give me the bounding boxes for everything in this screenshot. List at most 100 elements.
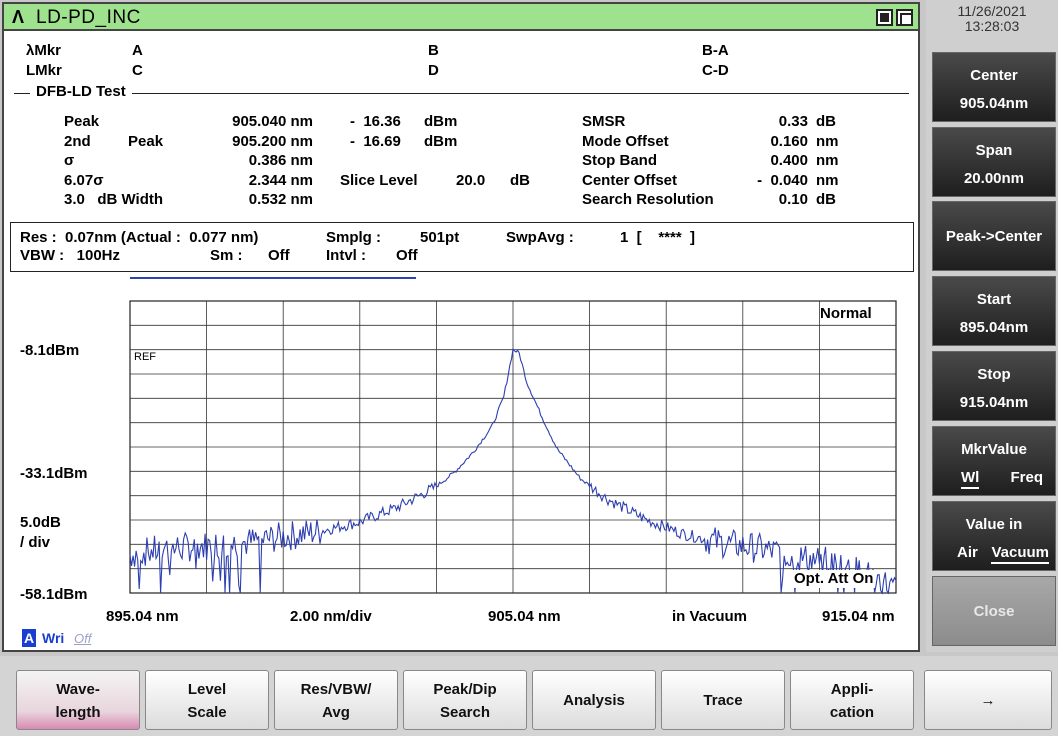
value-in-softkey[interactable]: Value in Air Vacuum — [932, 501, 1056, 571]
main-window: Λ LD-PD_INC λMkr LMkr A C B D B-A C-D DF… — [2, 2, 920, 652]
center-offset-label: Center Offset — [582, 172, 678, 189]
y-axis-bottom-label: -58.1dBm — [20, 586, 88, 603]
marker-wl-option[interactable]: Wl — [961, 469, 980, 489]
sampling-value: 501pt — [420, 229, 460, 246]
trace-label: Trace — [703, 692, 743, 709]
marker-b: B — [428, 42, 439, 59]
anritsu-logo: Λ — [12, 7, 25, 27]
peak-dip-search-key[interactable]: Peak/Dip Search — [403, 670, 527, 730]
y-scale-label: 5.0dB — [20, 514, 61, 531]
search-resolution-value: 0.10 — [778, 191, 808, 208]
center-softkey[interactable]: Center 905.04nm — [932, 52, 1056, 122]
second-peak-level-unit: dBm — [424, 133, 458, 150]
mode-offset-value: 0.160 — [770, 133, 808, 150]
peak-to-center-softkey[interactable]: Peak->Center — [932, 201, 1056, 271]
start-label: Start — [976, 291, 1012, 308]
res-vbw-avg-key[interactable]: Res/VBW/ Avg — [274, 670, 398, 730]
stop-value: 915.04nm — [959, 394, 1029, 411]
application-key[interactable]: Appli- cation — [790, 670, 914, 730]
y-axis-top-label: -8.1dBm — [20, 342, 80, 359]
value-in-label: Value in — [965, 516, 1023, 533]
trace-write-label: Wri — [42, 630, 65, 646]
res-vbw-line1: Res/VBW/ — [300, 681, 372, 698]
smoothing-value: Off — [268, 247, 290, 264]
second-peak-wavelength: 905.200 nm — [232, 133, 313, 150]
search-resolution-unit: dB — [816, 191, 836, 208]
close-softkey[interactable]: Close — [932, 576, 1056, 646]
dfb-row-sublabel: Peak — [128, 133, 164, 150]
medium-label: in Vacuum — [672, 608, 748, 625]
resolution-setting: Res : 0.07nm (Actual : 0.077 nm) — [20, 229, 259, 246]
trace-off-label: Off — [74, 631, 92, 646]
span-label: Span — [975, 142, 1013, 159]
trace-key[interactable]: Trace — [661, 670, 785, 730]
smsr-label: SMSR — [582, 113, 626, 130]
sigma-value: 0.386 nm — [248, 152, 313, 169]
wavelength-key[interactable]: Wave- length — [16, 670, 140, 730]
stop-band-value: 0.400 — [770, 152, 808, 169]
minimize-button[interactable] — [876, 9, 893, 26]
span-softkey[interactable]: Span 20.00nm — [932, 127, 1056, 197]
display-mode-label: Normal — [820, 305, 872, 322]
level-scale-key[interactable]: Level Scale — [145, 670, 269, 730]
mode-offset-unit: nm — [816, 133, 839, 150]
interval-value: Off — [396, 247, 418, 264]
date-time-display: 11/26/2021 13:28:03 — [926, 4, 1058, 34]
smsr-value: 0.33 — [778, 113, 808, 130]
spectrum-plot — [129, 300, 897, 595]
application-line1: Appli- — [830, 681, 874, 698]
center-label: Center — [970, 67, 1018, 84]
x-div-label: 2.00 nm/div — [290, 608, 372, 625]
x-stop-label: 915.04 nm — [822, 608, 895, 625]
peak-to-center-label: Peak->Center — [945, 228, 1043, 245]
next-page-key[interactable]: → — [924, 670, 1052, 730]
slice-level-label: Slice Level — [340, 172, 418, 189]
marker-value-softkey[interactable]: MkrValue Wl Freq — [932, 426, 1056, 496]
title-bar: Λ LD-PD_INC — [4, 4, 918, 31]
analysis-key[interactable]: Analysis — [532, 670, 656, 730]
level-scale-line1: Level — [187, 681, 227, 698]
sweep-progress-line — [130, 277, 416, 279]
peak-level-unit: dBm — [424, 113, 458, 130]
trace-a-line — [129, 347, 897, 595]
value-vacuum-option[interactable]: Vacuum — [991, 544, 1049, 564]
span-value: 20.00nm — [963, 170, 1025, 187]
stop-softkey[interactable]: Stop 915.04nm — [932, 351, 1056, 421]
x-start-label: 895.04 nm — [106, 608, 179, 625]
ref-marker-label: REF — [134, 351, 156, 363]
sweep-average-value: 1 [ **** ] — [620, 229, 696, 246]
marker-b-a: B-A — [702, 42, 729, 59]
marker-c: C — [132, 62, 143, 79]
dfb-section-rule — [14, 93, 909, 94]
y-axis-ref-label: -33.1dBm — [20, 465, 88, 482]
sampling-label: Smplg : — [326, 229, 381, 246]
application-line2: cation — [829, 704, 875, 721]
dfb-row-label: σ — [64, 152, 75, 169]
close-label: Close — [973, 603, 1015, 620]
sweep-average-label: SwpAvg : — [506, 229, 574, 246]
smsr-unit: dB — [816, 113, 836, 130]
center-value: 905.04nm — [959, 95, 1029, 112]
res-vbw-line2: Avg — [322, 704, 350, 721]
marker-c-d: C-D — [702, 62, 729, 79]
dfb-section-title: DFB-LD Test — [30, 83, 132, 100]
level-scale-line2: Scale — [187, 704, 227, 721]
marker-a: A — [132, 42, 143, 59]
time-text: 13:28:03 — [964, 18, 1020, 34]
mode-offset-label: Mode Offset — [582, 133, 669, 150]
vbw-setting: VBW : 100Hz — [20, 247, 121, 264]
maximize-button[interactable] — [896, 9, 913, 26]
center-offset-value: - 0.040 — [757, 172, 808, 189]
peak-wavelength: 905.040 nm — [232, 113, 313, 130]
stop-band-label: Stop Band — [582, 152, 657, 169]
value-air-option[interactable]: Air — [957, 544, 978, 561]
analysis-label: Analysis — [563, 692, 625, 709]
dfb-row-label: 3.0 dB Width — [64, 191, 164, 208]
marker-freq-option[interactable]: Freq — [1010, 469, 1043, 486]
trace-a-badge[interactable]: A — [22, 629, 37, 647]
measurement-settings-box — [10, 222, 914, 272]
start-softkey[interactable]: Start 895.04nm — [932, 276, 1056, 346]
window-title: LD-PD_INC — [36, 7, 141, 28]
dfb-row-label: 2nd — [64, 133, 91, 150]
center-offset-unit: nm — [816, 172, 839, 189]
